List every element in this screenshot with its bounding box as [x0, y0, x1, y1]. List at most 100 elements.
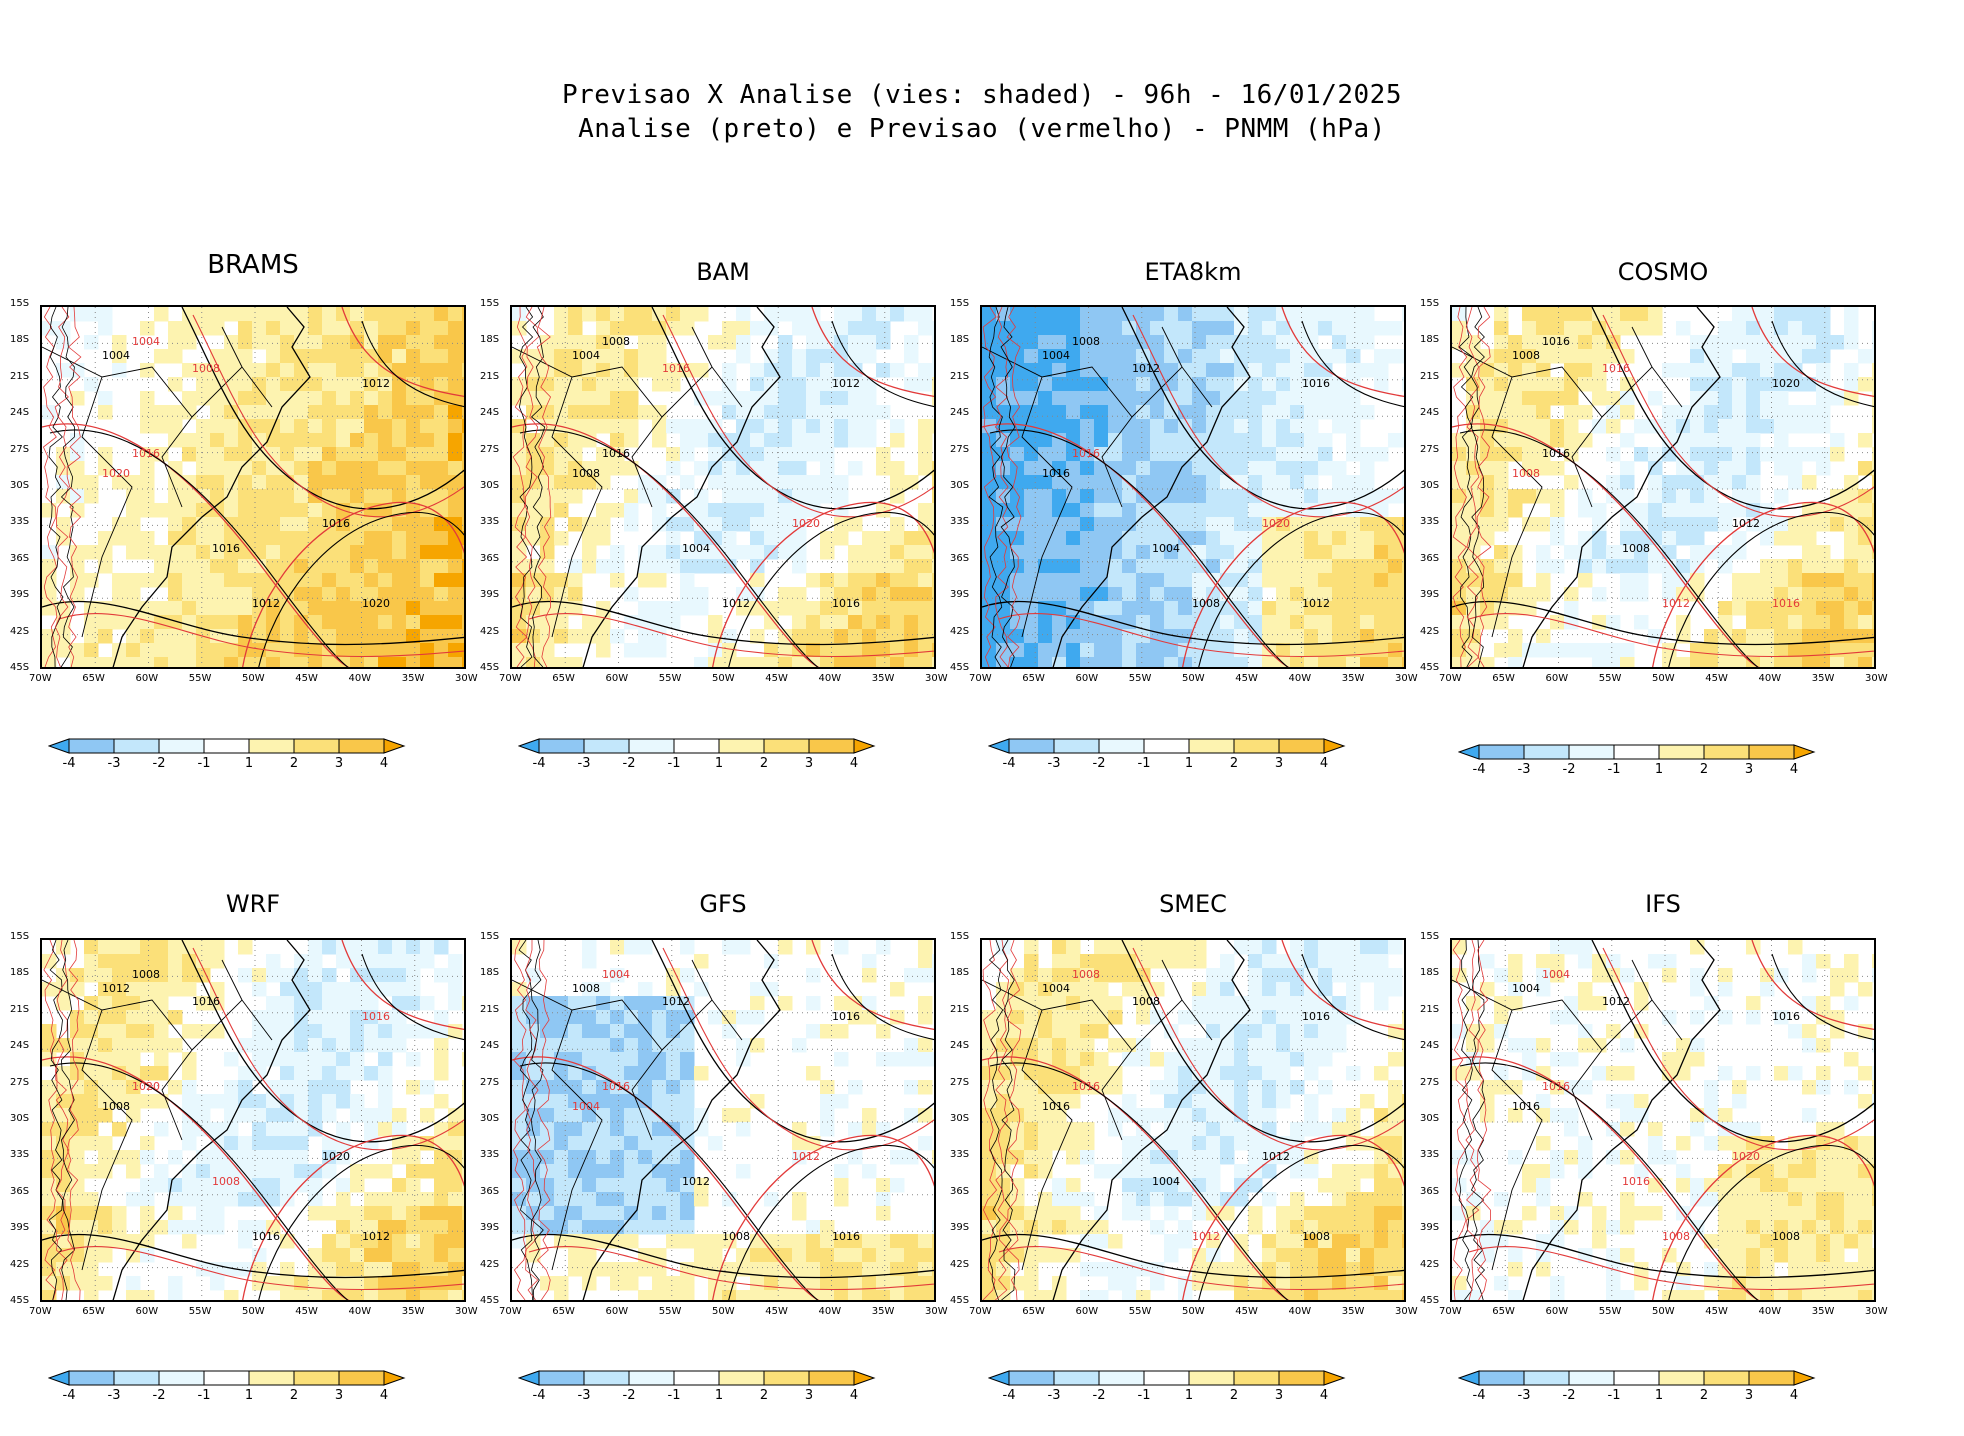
bias-cell — [1248, 1136, 1263, 1151]
bias-cell — [1508, 954, 1523, 969]
bias-cell — [1066, 1150, 1081, 1165]
bias-cell — [982, 1262, 997, 1277]
bias-cell — [1080, 996, 1095, 1011]
bias-cell — [1830, 601, 1845, 616]
bias-cell — [848, 1290, 863, 1300]
bias-cell — [1080, 615, 1095, 630]
bias-cell — [1830, 433, 1845, 448]
bias-cell — [252, 1094, 267, 1109]
bias-cell — [322, 405, 337, 420]
bias-cell — [1388, 587, 1403, 602]
bias-cell — [624, 1038, 639, 1053]
bias-cell — [1402, 1052, 1404, 1067]
bias-cell — [448, 643, 463, 658]
bias-cell — [1304, 1010, 1319, 1025]
bias-cell — [1360, 307, 1375, 322]
bias-cell — [1620, 559, 1635, 574]
bias-cell — [652, 629, 667, 644]
bias-cell — [652, 307, 667, 322]
bias-cell — [1592, 531, 1607, 546]
bias-cell — [1108, 1080, 1123, 1095]
colorbar-end — [988, 1370, 1010, 1386]
bias-cell — [1220, 475, 1235, 490]
bias-cell — [1746, 601, 1761, 616]
bias-cell — [280, 968, 295, 983]
coastline — [112, 940, 311, 1300]
bias-cell — [1676, 657, 1691, 667]
bias-cell — [722, 1290, 737, 1300]
bias-cell — [294, 531, 309, 546]
bias-cell — [666, 1108, 681, 1123]
bias-cell — [406, 587, 421, 602]
bias-cell — [624, 1206, 639, 1221]
bias-cell — [308, 559, 323, 574]
bias-cell — [582, 1150, 597, 1165]
bias-cell — [554, 391, 569, 406]
bias-cell — [820, 629, 835, 644]
bias-cell — [350, 1206, 365, 1221]
bias-cell — [1066, 447, 1081, 462]
bias-cell — [778, 349, 793, 364]
bias-cell — [1192, 1052, 1207, 1067]
bias-cell — [182, 940, 197, 955]
bias-cell — [1122, 461, 1137, 476]
bias-cell — [1648, 489, 1663, 504]
bias-cell — [378, 531, 393, 546]
bias-cell — [168, 615, 183, 630]
lon-tick-label: 70W — [29, 1306, 52, 1317]
bias-cell — [1122, 433, 1137, 448]
bias-cell — [462, 531, 464, 546]
bias-cell — [1234, 363, 1249, 378]
bias-cell — [778, 335, 793, 350]
bias-cell — [596, 1052, 611, 1067]
contour-label: 1012 — [362, 1230, 390, 1243]
bias-cell — [638, 940, 653, 955]
bias-cell — [252, 1192, 267, 1207]
bias-cell — [238, 489, 253, 504]
bias-cell — [1592, 363, 1607, 378]
contour-label: 1016 — [832, 1010, 860, 1023]
bias-cell — [778, 447, 793, 462]
bias-cell — [126, 1010, 141, 1025]
bias-cell — [1550, 1052, 1565, 1067]
bias-cell — [448, 601, 463, 616]
bias-cell — [1108, 531, 1123, 546]
bias-cell — [1150, 349, 1165, 364]
bias-cell — [1010, 1220, 1025, 1235]
bias-cell — [834, 996, 849, 1011]
colorbar-end — [1458, 744, 1480, 760]
bias-cell — [1346, 657, 1361, 667]
bias-cell — [364, 1192, 379, 1207]
bias-cell — [1452, 657, 1467, 667]
bias-cell — [1066, 573, 1081, 588]
bias-cell — [1466, 1038, 1481, 1053]
bias-cell — [1788, 517, 1803, 532]
bias-cell — [610, 545, 625, 560]
bias-cell — [1304, 1234, 1319, 1249]
bias-cell — [1164, 615, 1179, 630]
lon-tick-label: 55W — [188, 673, 212, 684]
bias-cell — [624, 307, 639, 322]
bias-cell — [1844, 517, 1859, 532]
bias-cell — [210, 433, 225, 448]
bias-cell — [238, 461, 253, 476]
bias-cell — [568, 1262, 583, 1277]
bias-cell — [140, 968, 155, 983]
contour-label: 1012 — [1662, 597, 1690, 610]
bias-cell — [876, 657, 891, 667]
bias-cell — [1262, 377, 1277, 392]
bias-cell — [322, 1024, 337, 1039]
bias-cell — [1178, 321, 1193, 336]
bias-cell — [1578, 321, 1593, 336]
bias-cell — [1788, 615, 1803, 630]
bias-cell — [904, 307, 919, 322]
bias-cell — [140, 1220, 155, 1235]
lat-tick-label: 33S — [10, 516, 30, 528]
bias-cell — [568, 1248, 583, 1263]
lon-tick-label: 40W — [1288, 673, 1312, 684]
bias-cell — [1522, 405, 1537, 420]
bias-cell — [932, 657, 934, 667]
bias-cell — [420, 531, 435, 546]
bias-cell — [182, 503, 197, 518]
analysis-isobar — [1771, 320, 1874, 408]
